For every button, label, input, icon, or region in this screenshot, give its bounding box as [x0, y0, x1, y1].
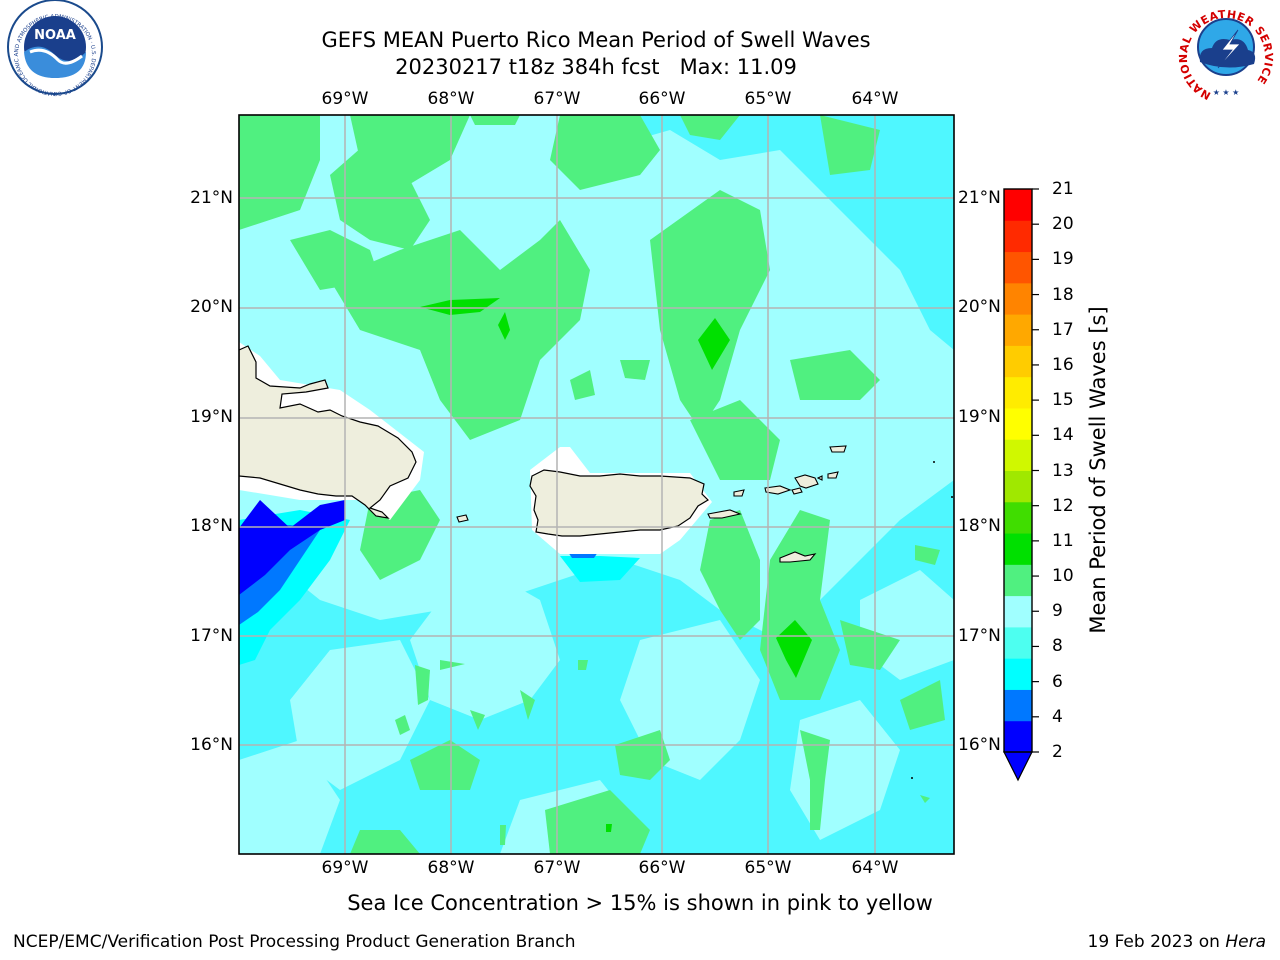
map-frame: [238, 114, 955, 855]
colorbar-tick-label: 21: [1052, 179, 1074, 199]
hispaniola-land: [239, 345, 417, 519]
lon-label-top: 64°W: [851, 89, 899, 109]
colorbar-tick-label: 17: [1052, 319, 1074, 340]
colorbar-level-block: [1004, 282, 1032, 315]
colorbar: [1003, 188, 1039, 782]
colorbar-tick-label: 20: [1052, 214, 1074, 235]
lat-label-left: 18°N: [190, 516, 233, 536]
sea-ice-note: Sea Ice Concentration > 15% is shown in …: [347, 891, 933, 915]
small-islands: [456, 445, 847, 563]
graticule: [239, 115, 954, 854]
colorbar-level-block: [1004, 407, 1032, 440]
colorbar-level-block: [1004, 658, 1032, 690]
lon-label-top: 65°W: [744, 89, 792, 109]
swell-10-11-band: [420, 298, 812, 832]
colorbar-level-block: [1004, 439, 1032, 471]
map-title-line1: GEFS MEAN Puerto Rico Mean Period of Swe…: [321, 28, 871, 52]
lat-label-left: 19°N: [190, 407, 233, 427]
lat-label-left: 20°N: [190, 297, 233, 317]
colorbar-tick-label: 19: [1052, 249, 1074, 270]
colorbar-tick-label: 9: [1052, 601, 1063, 622]
colorbar-level-block: [1004, 533, 1032, 565]
colorbar-tick-label: 4: [1052, 706, 1063, 727]
lon-label-top: 68°W: [427, 89, 475, 109]
lat-label-right: 17°N: [958, 626, 1001, 646]
colorbar-tick-label: 2: [1052, 742, 1063, 762]
lon-label-top: 66°W: [638, 89, 686, 109]
lon-label-bottom: 66°W: [638, 858, 686, 878]
puerto-rico-land: [529, 469, 709, 537]
colorbar-level-block: [1004, 314, 1032, 346]
colorbar-tick-label: 15: [1052, 390, 1074, 411]
lat-label-right: 19°N: [958, 407, 1001, 427]
colorbar-title: Mean Period of Swell Waves [s]: [1086, 306, 1110, 634]
colorbar-level-block: [1004, 564, 1032, 597]
lon-label-bottom: 67°W: [533, 858, 581, 878]
lon-label-bottom: 64°W: [851, 858, 899, 878]
colorbar-level-block: [1004, 345, 1032, 378]
lat-label-right: 18°N: [958, 516, 1001, 536]
colorbar-level-block: [1004, 689, 1032, 722]
colorbar-tick-label: 14: [1052, 425, 1074, 446]
lon-label-top: 69°W: [321, 89, 369, 109]
swell-period-map: [239, 115, 954, 854]
colorbar-tick-label: 10: [1052, 566, 1074, 587]
map-title-line2: 20230217 t18z 384h fcst Max: 11.09: [395, 55, 797, 79]
lon-label-top: 67°W: [533, 89, 581, 109]
colorbar-level-block: [1004, 220, 1032, 253]
svg-text:★ ★ ★: ★ ★ ★: [1213, 88, 1240, 97]
lat-label-right: 21°N: [958, 188, 1001, 208]
lat-label-right: 20°N: [958, 297, 1001, 317]
lat-label-left: 17°N: [190, 626, 233, 646]
colorbar-extend-triangle: [1003, 751, 1033, 782]
colorbar-level-block: [1004, 595, 1032, 628]
colorbar-level-block: [1004, 720, 1032, 753]
lat-label-left: 21°N: [190, 188, 233, 208]
lon-label-bottom: 65°W: [744, 858, 792, 878]
colorbar-tick-label: 8: [1052, 636, 1063, 657]
colorbar-tick-label: 16: [1052, 354, 1074, 375]
noaa-logo-text: NOAA: [34, 28, 76, 43]
colorbar-level-block: [1004, 251, 1032, 284]
colorbar-tick-label: 12: [1052, 495, 1074, 516]
colorbar-level-block: [1004, 470, 1032, 503]
colorbar-tick-label: 13: [1052, 460, 1074, 481]
colorbar-tick-label: 11: [1052, 530, 1074, 551]
branch-credit: NCEP/EMC/Verification Post Processing Pr…: [13, 932, 576, 952]
colorbar-level-block: [1004, 189, 1032, 221]
lon-label-bottom: 68°W: [427, 858, 475, 878]
colorbar-tick-label: 18: [1052, 284, 1074, 305]
colorbar-level-block: [1004, 376, 1032, 409]
lat-label-left: 16°N: [190, 735, 233, 755]
generation-date: 19 Feb 2023 on Hera: [1088, 932, 1266, 952]
date-text: 19 Feb 2023 on: [1087, 932, 1226, 952]
colorbar-tick-label: 6: [1052, 671, 1063, 692]
colorbar-level-block: [1004, 626, 1032, 659]
lat-label-right: 16°N: [958, 735, 1001, 755]
colorbar-level-block: [1004, 501, 1032, 534]
swell-low-period-band: [239, 500, 640, 665]
lon-label-bottom: 69°W: [321, 858, 369, 878]
machine-name: Hera: [1225, 932, 1266, 952]
